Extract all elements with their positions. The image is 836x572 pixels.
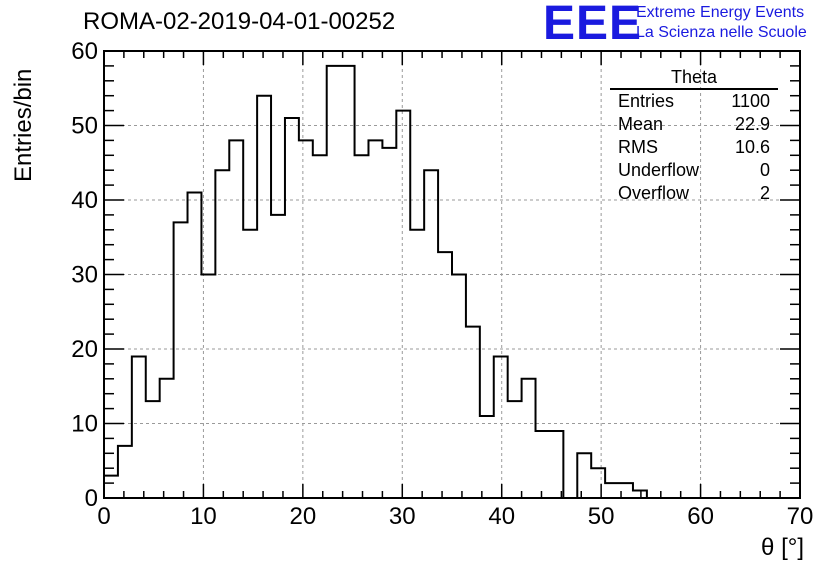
stats-title: Theta [610, 66, 778, 90]
stats-value: 22.9 [734, 114, 770, 134]
y-tick-label: 60 [71, 38, 98, 65]
stats-row: Mean 22.9 [610, 113, 778, 136]
axis-ticks [103, 50, 801, 499]
y-tick-label: 20 [71, 336, 98, 363]
y-tick-label: 0 [85, 485, 98, 512]
grid-lines [104, 51, 800, 498]
x-tick-label: 30 [389, 503, 416, 530]
y-tick-labels: 0 10 20 30 40 50 60 [71, 38, 98, 512]
stats-value: 1100 [731, 91, 770, 111]
stats-label: Overflow [618, 183, 690, 203]
y-tick-label: 40 [71, 187, 98, 214]
stats-value: 0 [759, 160, 770, 180]
y-tick-label: 50 [71, 113, 98, 140]
x-axis-label: θ [°] [761, 534, 804, 561]
stats-box: Theta Entries 1100 Mean 22.9 RMS 10.6 Under… [610, 66, 778, 205]
stats-row: Entries 1100 [610, 90, 778, 113]
x-tick-label: 20 [290, 503, 317, 530]
x-tick-label: 40 [488, 503, 515, 530]
logo-subtitle-line2: La Scienza nelle Scuole [636, 24, 807, 41]
stats-label: Underflow [618, 160, 700, 180]
x-tick-label: 70 [787, 503, 814, 530]
stats-row: Underflow 0 [610, 159, 778, 182]
x-tick-label: 60 [687, 503, 714, 530]
eee-logo: EEE [543, 0, 643, 50]
y-tick-label: 30 [71, 262, 98, 289]
stats-value: 10.6 [734, 137, 770, 157]
logo-subtitle-line1: Extreme Energy Events [636, 4, 805, 21]
y-axis-label: Entries/bin [10, 68, 37, 182]
stats-row: RMS 10.6 [610, 136, 778, 159]
stats-value: 2 [759, 183, 770, 203]
y-tick-label: 10 [71, 411, 98, 438]
stats-row: Overflow 2 [610, 182, 778, 205]
stats-label: Entries [618, 91, 675, 111]
plot-frame [103, 50, 801, 499]
x-tick-label: 50 [588, 503, 615, 530]
stats-label: RMS [618, 137, 658, 157]
x-tick-label: 10 [190, 503, 217, 530]
chart-title: ROMA-02-2019-04-01-00252 [83, 8, 396, 35]
stats-label: Mean [618, 114, 664, 134]
x-tick-labels: 0 10 20 30 40 50 60 70 [97, 503, 813, 530]
histogram-outline [103, 64, 800, 499]
x-tick-label: 0 [97, 503, 110, 530]
